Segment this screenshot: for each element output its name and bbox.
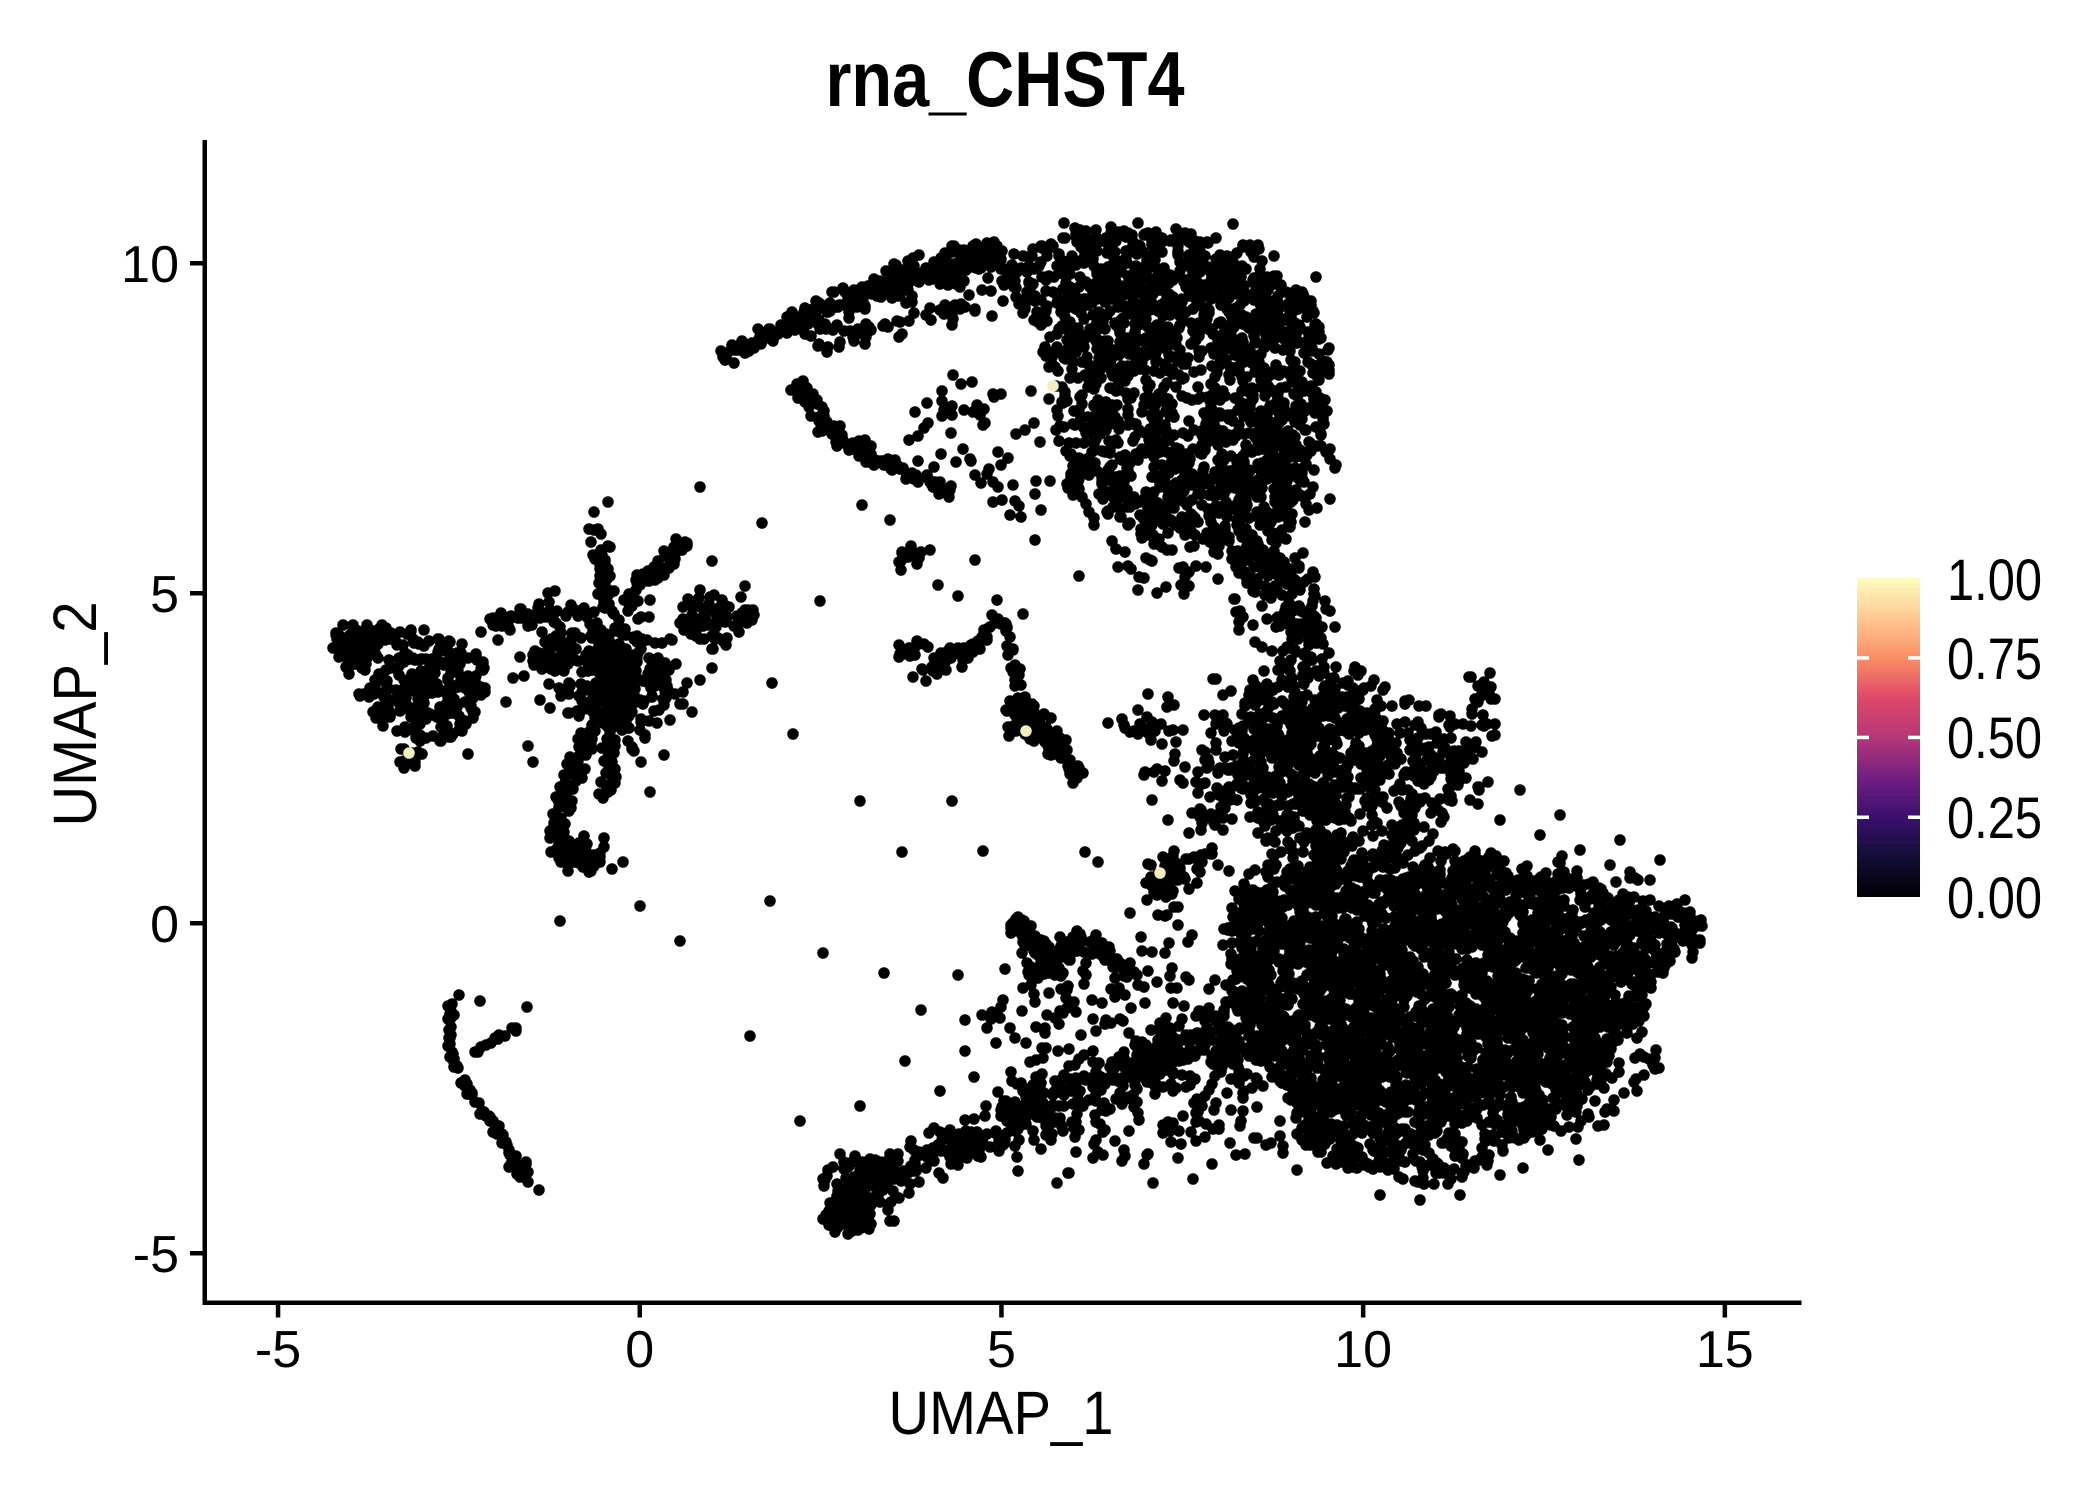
svg-text:0.25: 0.25 xyxy=(1947,786,2042,851)
svg-text:-5: -5 xyxy=(255,1321,301,1379)
svg-text:UMAP_2: UMAP_2 xyxy=(41,602,109,827)
svg-text:10: 10 xyxy=(121,236,179,294)
svg-text:5: 5 xyxy=(987,1321,1016,1379)
svg-text:10: 10 xyxy=(1334,1321,1392,1379)
svg-text:0.75: 0.75 xyxy=(1947,627,2042,692)
svg-text:1.00: 1.00 xyxy=(1947,548,2042,613)
svg-text:15: 15 xyxy=(1696,1321,1754,1379)
svg-text:0.00: 0.00 xyxy=(1947,866,2042,931)
svg-text:0: 0 xyxy=(625,1321,654,1379)
svg-text:0.50: 0.50 xyxy=(1947,706,2042,771)
svg-text:-5: -5 xyxy=(133,1226,179,1284)
svg-text:UMAP_1: UMAP_1 xyxy=(889,1379,1114,1447)
svg-text:0: 0 xyxy=(150,896,179,954)
svg-text:5: 5 xyxy=(150,566,179,624)
svg-text:rna_CHST4: rna_CHST4 xyxy=(826,35,1185,123)
